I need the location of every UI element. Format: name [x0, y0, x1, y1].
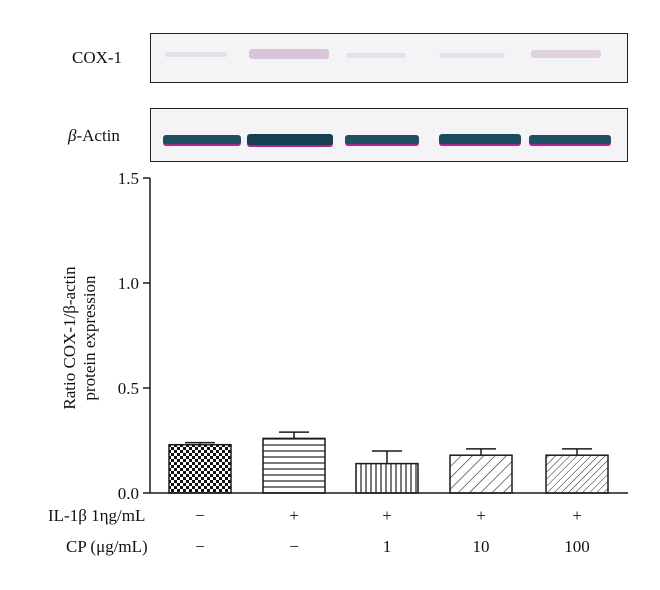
bar — [168, 443, 232, 494]
y-axis-label-line1: Ratio COX-1/β-actin — [60, 266, 79, 410]
actin-band — [439, 134, 521, 144]
cox1-band — [439, 53, 505, 58]
y-tick-label: 1.5 — [118, 169, 139, 188]
actin-blot-label: β-Actin — [68, 126, 120, 145]
il1b-condition-value: − — [195, 506, 205, 525]
bar — [262, 437, 326, 494]
y-tick-label: 1.0 — [118, 274, 139, 293]
bar — [545, 454, 609, 494]
il1b-condition-label: IL-1β 1ηg/mL — [48, 506, 146, 525]
il1b-condition-value: + — [289, 506, 299, 525]
actin-band — [529, 135, 611, 144]
il1b-condition-value: + — [572, 506, 582, 525]
y-tick-label: 0.5 — [118, 379, 139, 398]
cp-condition-value: − — [289, 537, 299, 556]
il1b-condition-value: + — [476, 506, 486, 525]
cp-condition-value: 100 — [564, 537, 590, 556]
actin-blot-panel — [150, 108, 628, 162]
cp-condition-value: 10 — [472, 537, 490, 556]
cox1-band — [249, 49, 329, 59]
cp-condition-value: 1 — [382, 537, 392, 556]
cp-condition-label: CP (μg/mL) — [66, 537, 148, 556]
il1b-condition-value: + — [382, 506, 392, 525]
y-tick-label: 0.0 — [118, 484, 139, 503]
bar — [449, 454, 513, 494]
cox1-blot-panel — [150, 33, 628, 83]
actin-band — [345, 135, 419, 144]
cox1-band — [531, 50, 601, 58]
y-axis-label-line2: protein expression — [80, 275, 99, 401]
cox1-blot-label: COX-1 — [72, 48, 123, 67]
bar — [355, 462, 419, 494]
actin-band — [247, 134, 333, 145]
cox1-band — [165, 52, 227, 57]
actin-band — [163, 135, 241, 144]
cp-condition-value: − — [195, 537, 205, 556]
cox1-band — [346, 53, 406, 58]
